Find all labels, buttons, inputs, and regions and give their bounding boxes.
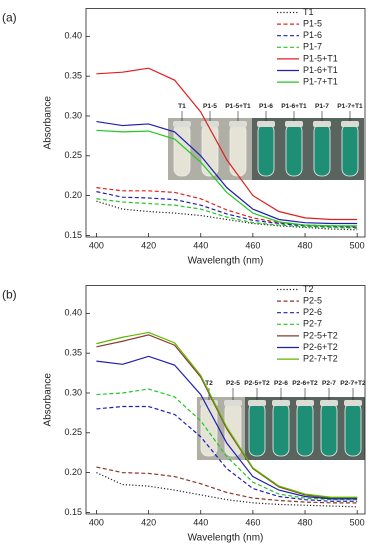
photo-label: P1-6 — [259, 103, 273, 110]
photo-label: P1-5 — [203, 103, 217, 110]
data-line — [96, 405, 358, 502]
y-tick-label: 0.40 — [64, 308, 82, 318]
x-tick-label: 400 — [89, 240, 104, 250]
legend-label: P1-6+T1 — [303, 65, 338, 75]
tube — [272, 402, 290, 457]
tube-cap — [229, 121, 247, 127]
data-line — [96, 331, 358, 498]
data-line — [96, 334, 358, 499]
tube-cap — [224, 400, 242, 406]
x-tick-label: 420 — [141, 240, 156, 250]
tube-cap — [201, 121, 219, 127]
tube — [248, 402, 266, 457]
photo-label: P2-6 — [274, 380, 288, 387]
x-axis-label: Wavelength (nm) — [188, 533, 264, 544]
legend-label: P1-5 — [303, 18, 322, 28]
tube-cap — [320, 400, 338, 406]
y-tick-label: 0.35 — [64, 71, 82, 81]
legend-label: P2-5 — [303, 295, 322, 305]
photo-label: P2-7 — [322, 380, 336, 387]
photo-label: P1-6+T1 — [281, 103, 307, 110]
y-tick-label: 0.40 — [64, 31, 82, 41]
legend-label: P2-5+T2 — [303, 330, 338, 340]
legend-label: T1 — [303, 7, 314, 17]
data-line — [96, 120, 358, 225]
data-line — [96, 472, 358, 508]
data-line — [96, 129, 358, 227]
photo-label: P2-6+T2 — [292, 380, 318, 387]
y-tick-label: 0.35 — [64, 348, 82, 358]
photo-label: P2-7+T2 — [340, 380, 366, 387]
y-tick-label: 0.20 — [64, 467, 82, 477]
x-tick-label: 460 — [245, 517, 260, 527]
photo-label: T2 — [205, 380, 213, 387]
panel-label: (a) — [2, 11, 17, 25]
tube — [285, 123, 303, 177]
y-axis-label: Absorbance — [43, 96, 54, 150]
tube-cap — [257, 121, 275, 127]
legend-label: P1-5+T1 — [303, 53, 338, 63]
x-tick-label: 500 — [350, 240, 365, 250]
y-tick-label: 0.15 — [64, 230, 82, 240]
x-tick-label: 480 — [298, 240, 313, 250]
y-tick-label: 0.30 — [64, 110, 82, 120]
x-tick-label: 480 — [298, 517, 313, 527]
tube-cap — [248, 400, 266, 406]
photo-label: P1-7 — [315, 103, 329, 110]
tube-cap — [296, 400, 314, 406]
x-tick-label: 400 — [89, 517, 104, 527]
photo-label: P2-5 — [226, 380, 240, 387]
photo-label: P2-5+T2 — [244, 380, 270, 387]
tube — [257, 123, 275, 177]
legend-label: P2-7+T2 — [303, 353, 338, 363]
tube — [201, 123, 219, 177]
data-line — [96, 67, 358, 221]
data-line — [96, 198, 358, 229]
photo-label: T1 — [178, 103, 186, 110]
data-line — [96, 466, 358, 504]
tube-cap — [272, 400, 290, 406]
x-tick-label: 420 — [141, 517, 156, 527]
data-line — [96, 388, 358, 501]
tube — [320, 402, 338, 457]
legend-label: T2 — [303, 284, 314, 294]
tube-cap — [344, 400, 362, 406]
photo-label: P1-5+T1 — [225, 103, 251, 110]
data-line — [96, 191, 358, 229]
y-tick-label: 0.30 — [64, 387, 82, 397]
photo-label: P1-7+T1 — [337, 103, 363, 110]
tube — [344, 402, 362, 457]
tube-cap — [341, 121, 359, 127]
data-line — [96, 187, 358, 228]
tube — [313, 123, 331, 177]
x-axis-label: Wavelength (nm) — [188, 256, 264, 267]
y-tick-label: 0.25 — [64, 150, 82, 160]
data-line — [96, 355, 358, 500]
tube-cap — [285, 121, 303, 127]
y-tick-label: 0.15 — [64, 507, 82, 517]
legend-label: P2-6 — [303, 307, 322, 317]
x-tick-label: 440 — [193, 517, 208, 527]
panel-label: (b) — [2, 288, 17, 302]
legend-label: P1-7 — [303, 42, 322, 52]
legend-label: P2-6+T2 — [303, 342, 338, 352]
data-line — [96, 200, 358, 231]
tube — [341, 123, 359, 177]
x-tick-label: 440 — [193, 240, 208, 250]
y-tick-label: 0.20 — [64, 190, 82, 200]
legend-label: P1-7+T1 — [303, 76, 338, 86]
x-tick-label: 500 — [350, 517, 365, 527]
tube-cap — [173, 121, 191, 127]
plot-frame — [85, 8, 366, 238]
legend-label: P2-7 — [303, 319, 322, 329]
y-axis-label: Absorbance — [43, 373, 54, 427]
plot-frame — [85, 285, 366, 515]
y-tick-label: 0.25 — [64, 427, 82, 437]
tube-cap — [313, 121, 331, 127]
legend-label: P1-6 — [303, 30, 322, 40]
tube — [296, 402, 314, 457]
x-tick-label: 460 — [245, 240, 260, 250]
